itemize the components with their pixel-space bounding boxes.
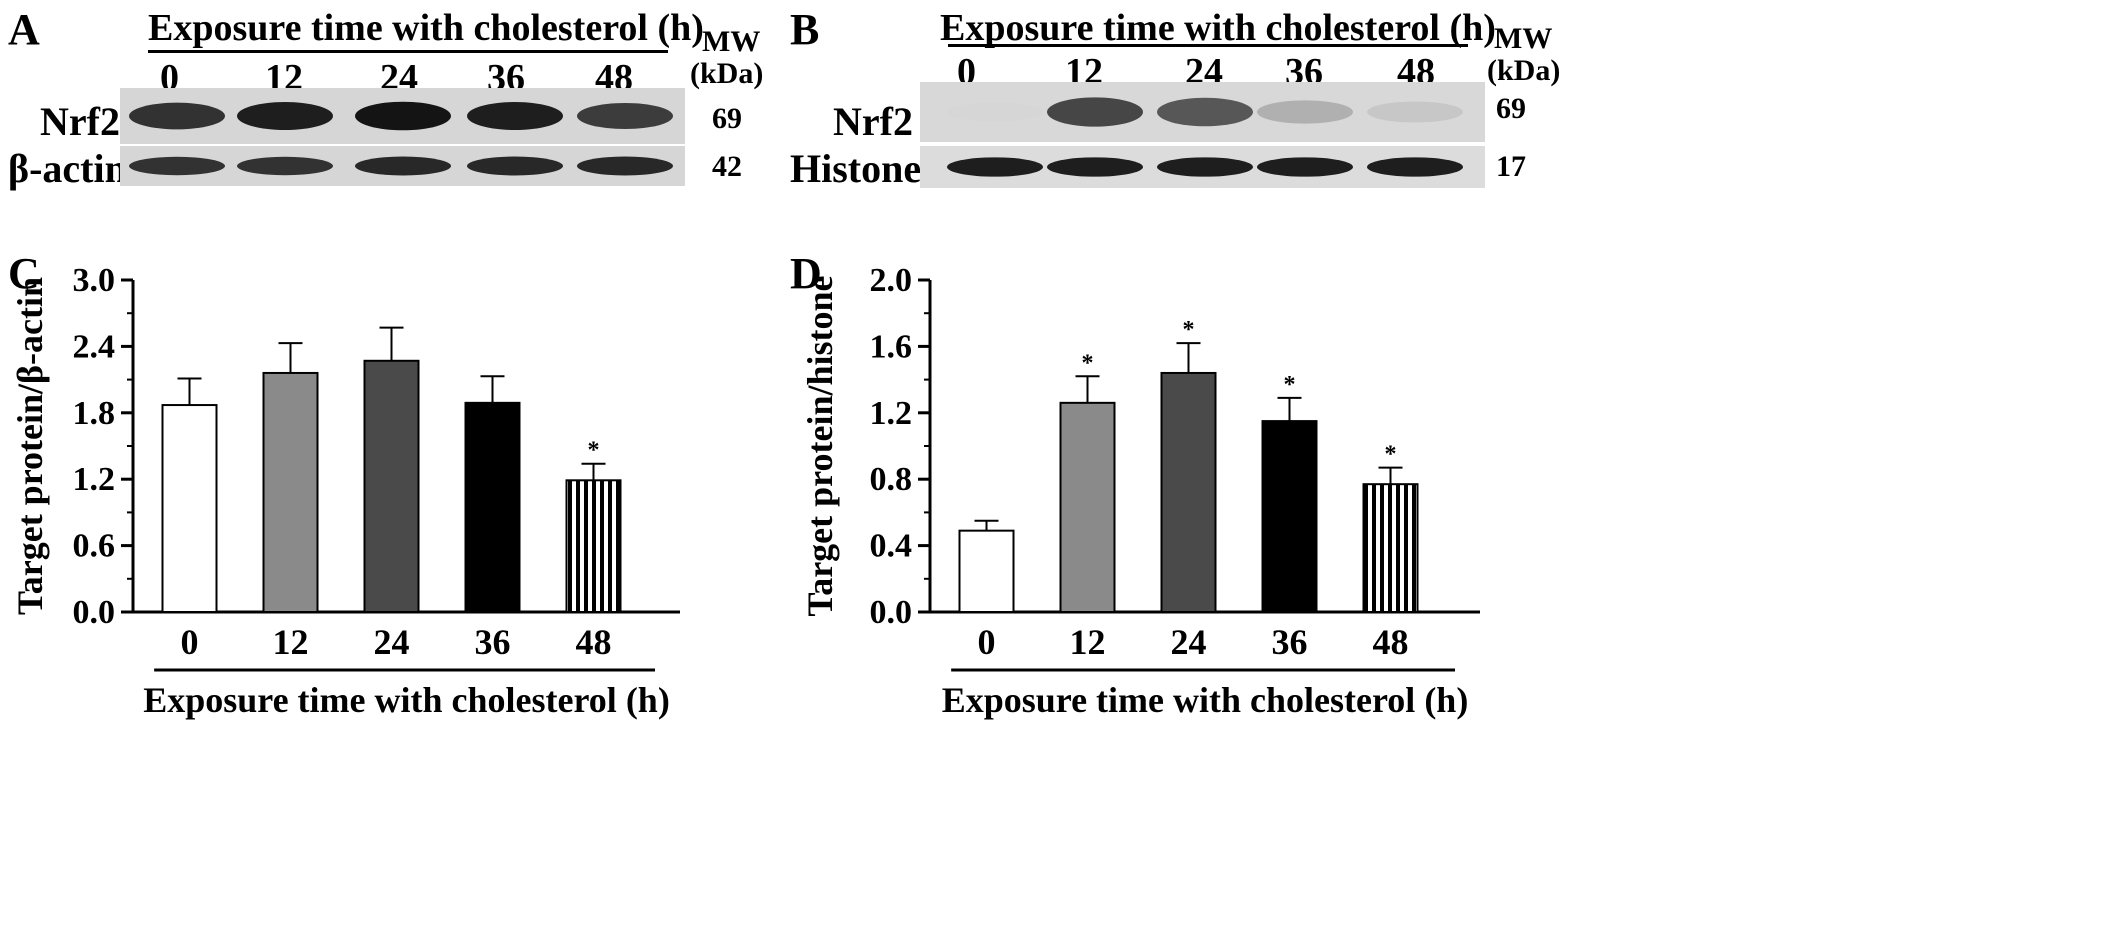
x-tick-label: 0 <box>181 622 199 662</box>
blot-b-mw-header: MW <box>1494 22 1553 55</box>
x-tick-label: 12 <box>273 622 309 662</box>
panel-label-d: D <box>790 249 822 298</box>
y-tick-label: 1.6 <box>870 328 913 365</box>
blot-band <box>129 102 225 130</box>
blot-a-mw-42: 42 <box>712 150 742 183</box>
x-tick-label: 0 <box>978 622 996 662</box>
blot-band <box>577 156 673 176</box>
blot-a-title: Exposure time with cholesterol (h) <box>148 7 704 49</box>
blot-band <box>1257 100 1353 124</box>
blot-band <box>1157 157 1253 177</box>
y-tick-label: 2.0 <box>870 262 913 299</box>
blot-b-title: Exposure time with cholesterol (h) <box>940 7 1496 49</box>
blot-band <box>467 102 563 130</box>
significance-marker: * <box>1385 442 1397 468</box>
y-tick-label: 0.0 <box>870 594 913 631</box>
blot-a-title-underline <box>148 50 668 53</box>
y-tick-label: 3.0 <box>73 262 116 299</box>
y-axis-label: Target protein/histone <box>800 275 840 616</box>
chart-c: 0.0 0.6 1.2 1.8 2.4 3.0 Target protein/β-actin… <box>10 262 680 720</box>
blot-band <box>467 156 563 176</box>
y-tick-label: 1.2 <box>73 461 116 498</box>
blot-a-mw-unit: (kDa) <box>690 57 764 90</box>
bar <box>1362 483 1419 613</box>
y-axis-label: Target protein/β-actin <box>10 277 50 615</box>
significance-marker: * <box>1082 350 1094 376</box>
blot-b-row-label-histone: Histone <box>790 146 922 191</box>
blot-a-row-label-nrf2: Nrf2 <box>40 99 120 144</box>
blot-band <box>947 102 1043 122</box>
panel-label-c: C <box>8 249 40 298</box>
bar <box>161 404 218 613</box>
y-tick-label: 1.2 <box>870 395 913 432</box>
blot-band <box>129 156 225 176</box>
bar <box>565 479 622 613</box>
bar <box>363 359 420 613</box>
blot-band <box>1047 97 1143 127</box>
blot-band <box>1367 157 1463 177</box>
blot-a-nrf2-strip <box>120 88 685 144</box>
significance-marker: * <box>1284 372 1296 398</box>
bar <box>1261 420 1318 613</box>
blot-band <box>1257 157 1353 177</box>
blot-band <box>355 156 451 176</box>
y-tick-label: 0.0 <box>73 594 116 631</box>
blot-b-row-label-nrf2: Nrf2 <box>833 99 913 144</box>
x-tick-label: 36 <box>1272 622 1308 662</box>
blot-b-nrf2-strip <box>920 82 1485 142</box>
blot-band <box>1047 157 1143 177</box>
panel-label-b: B <box>790 5 820 54</box>
bar <box>1160 371 1217 613</box>
significance-marker: * <box>588 438 600 464</box>
y-tick-label: 0.4 <box>870 528 913 565</box>
blot-band <box>237 156 333 176</box>
blot-a-mw-69: 69 <box>712 102 742 135</box>
blot-a-actin-strip <box>120 146 685 186</box>
bar <box>464 401 521 613</box>
blot-b-mw-69: 69 <box>1496 92 1526 125</box>
x-tick-label: 36 <box>475 622 511 662</box>
blot-b-mw-17: 17 <box>1496 150 1526 183</box>
panel-label-a: A <box>8 5 40 54</box>
blot-band <box>355 101 451 131</box>
bar <box>262 371 319 613</box>
y-tick-label: 1.8 <box>73 395 116 432</box>
blot-band <box>1367 101 1463 123</box>
blot-a-row-label-actin: β-actin <box>8 146 127 191</box>
blot-a-mw-header: MW <box>702 25 761 58</box>
x-axis-label: Exposure time with cholesterol (h) <box>942 680 1469 720</box>
blot-band <box>577 103 673 129</box>
y-tick-label: 0.6 <box>73 528 116 565</box>
bar <box>958 529 1015 613</box>
blot-band <box>1157 97 1253 127</box>
blot-b-title-underline <box>948 44 1468 47</box>
blot-band <box>237 102 333 130</box>
x-axis-label: Exposure time with cholesterol (h) <box>143 680 670 720</box>
blot-b-mw-unit: (kDa) <box>1487 54 1561 87</box>
y-tick-label: 0.8 <box>870 461 913 498</box>
bar <box>1059 401 1116 613</box>
y-tick-label: 2.4 <box>73 328 116 365</box>
x-tick-label: 12 <box>1070 622 1106 662</box>
significance-marker: * <box>1183 317 1195 343</box>
x-tick-label: 48 <box>576 622 612 662</box>
x-tick-label: 48 <box>1373 622 1409 662</box>
x-tick-label: 24 <box>1171 622 1207 662</box>
blot-band <box>947 157 1043 177</box>
blot-b-histone-strip <box>920 146 1485 188</box>
chart-d: 0.0 0.4 0.8 1.2 1.6 2.0 Target protein/histone… <box>800 262 1480 720</box>
x-tick-label: 24 <box>374 622 410 662</box>
